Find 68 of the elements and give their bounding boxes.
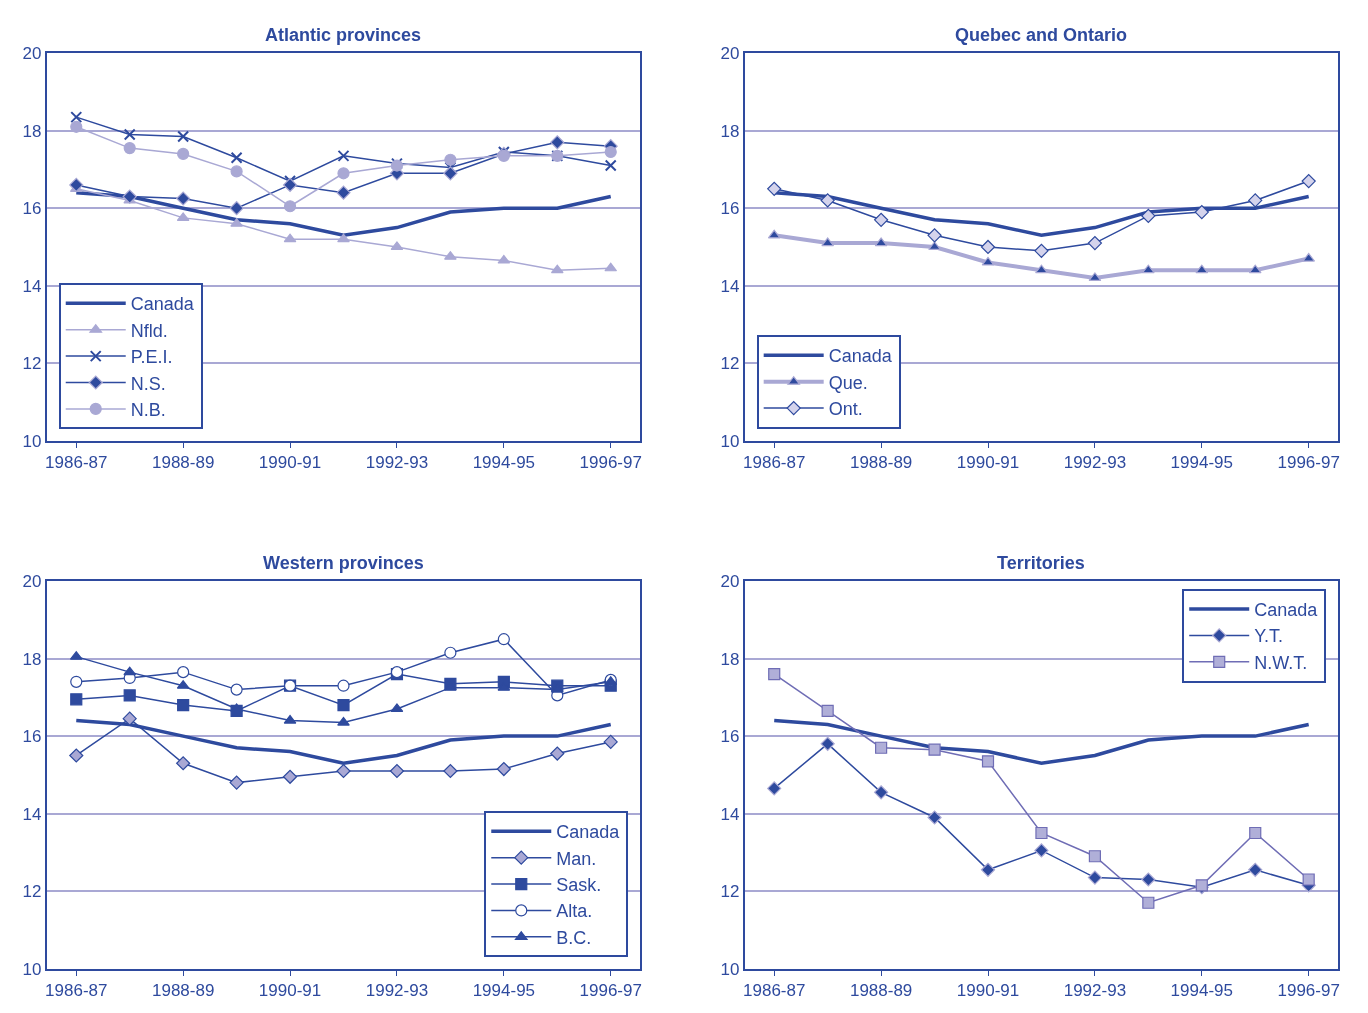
y-tick-label: 16 [720,727,740,747]
y-tick-label: 12 [22,882,42,902]
x-tick-label: 1986-87 [743,453,806,473]
legend-label: Sask. [556,875,602,896]
legend-label: N.S. [130,373,166,394]
x-tick-label: 1994-95 [1170,981,1233,1001]
x-tick-label: 1990-91 [956,453,1020,473]
y-tick-label: 12 [720,354,740,374]
legend-label: P.E.I. [130,347,173,368]
legend-label: N.W.T. [1254,652,1308,673]
legend-label: Nfld. [130,320,168,341]
chart-title: Quebec and Ontario [955,25,1128,45]
y-tick-label: 20 [22,44,42,64]
y-tick-label: 16 [22,199,42,219]
y-tick-label: 14 [720,804,740,824]
y-tick-label: 12 [22,354,42,374]
x-tick-label: 1994-95 [472,981,536,1001]
x-tick-label: 1990-91 [956,981,1020,1001]
legend-label: B.C. [556,927,592,948]
y-tick-label: 18 [720,121,740,141]
x-tick-label: 1994-95 [472,453,536,473]
y-tick-label: 14 [720,276,740,296]
y-tick-label: 12 [720,882,740,902]
y-tick-label: 10 [22,431,42,451]
legend-label: Canada [556,822,621,843]
x-tick-label: 1992-93 [1063,453,1127,473]
y-tick-label: 20 [720,44,740,64]
legend-label: N.B. [130,399,166,420]
y-tick-label: 18 [22,121,42,141]
chart-title: Western provinces [263,553,424,573]
x-tick-label: 1992-93 [1063,981,1127,1001]
y-tick-label: 14 [22,804,42,824]
y-tick-label: 16 [22,727,42,747]
legend-label: Alta. [556,901,593,922]
x-tick-label: 1986-87 [45,981,108,1001]
x-tick-label: 1996-97 [579,981,642,1001]
legend-label: Y.T. [1254,626,1283,647]
y-tick-label: 20 [720,572,740,592]
legend-label: Canada [1254,600,1319,621]
y-tick-label: 16 [720,199,740,219]
y-tick-label: 20 [22,572,42,592]
x-tick-label: 1996-97 [1277,981,1340,1001]
x-tick-label: 1986-87 [743,981,806,1001]
x-tick-label: 1988-89 [849,981,913,1001]
x-tick-label: 1990-91 [258,453,322,473]
x-tick-label: 1988-89 [151,981,215,1001]
x-tick-label: 1990-91 [258,981,322,1001]
x-tick-label: 1994-95 [1170,453,1233,473]
chart-title: Atlantic provinces [265,25,422,45]
x-tick-label: 1992-93 [365,453,429,473]
x-tick-label: 1988-89 [151,453,215,473]
y-tick-label: 10 [720,431,740,451]
x-tick-label: 1996-97 [579,453,642,473]
y-tick-label: 10 [22,959,42,979]
y-tick-label: 14 [22,276,42,296]
y-tick-label: 18 [22,649,42,669]
x-tick-label: 1988-89 [849,453,913,473]
legend-label: Man. [556,848,597,869]
legend-label: Canada [828,346,893,367]
chart-title: Territories [997,553,1085,573]
y-tick-label: 18 [720,649,740,669]
legend-label: Canada [130,294,195,315]
x-tick-label: 1992-93 [365,981,429,1001]
x-tick-label: 1996-97 [1277,453,1340,473]
legend-label: Ont. [828,399,863,420]
x-tick-label: 1986-87 [45,453,108,473]
y-tick-label: 10 [720,959,740,979]
legend-label: Que. [828,372,868,393]
